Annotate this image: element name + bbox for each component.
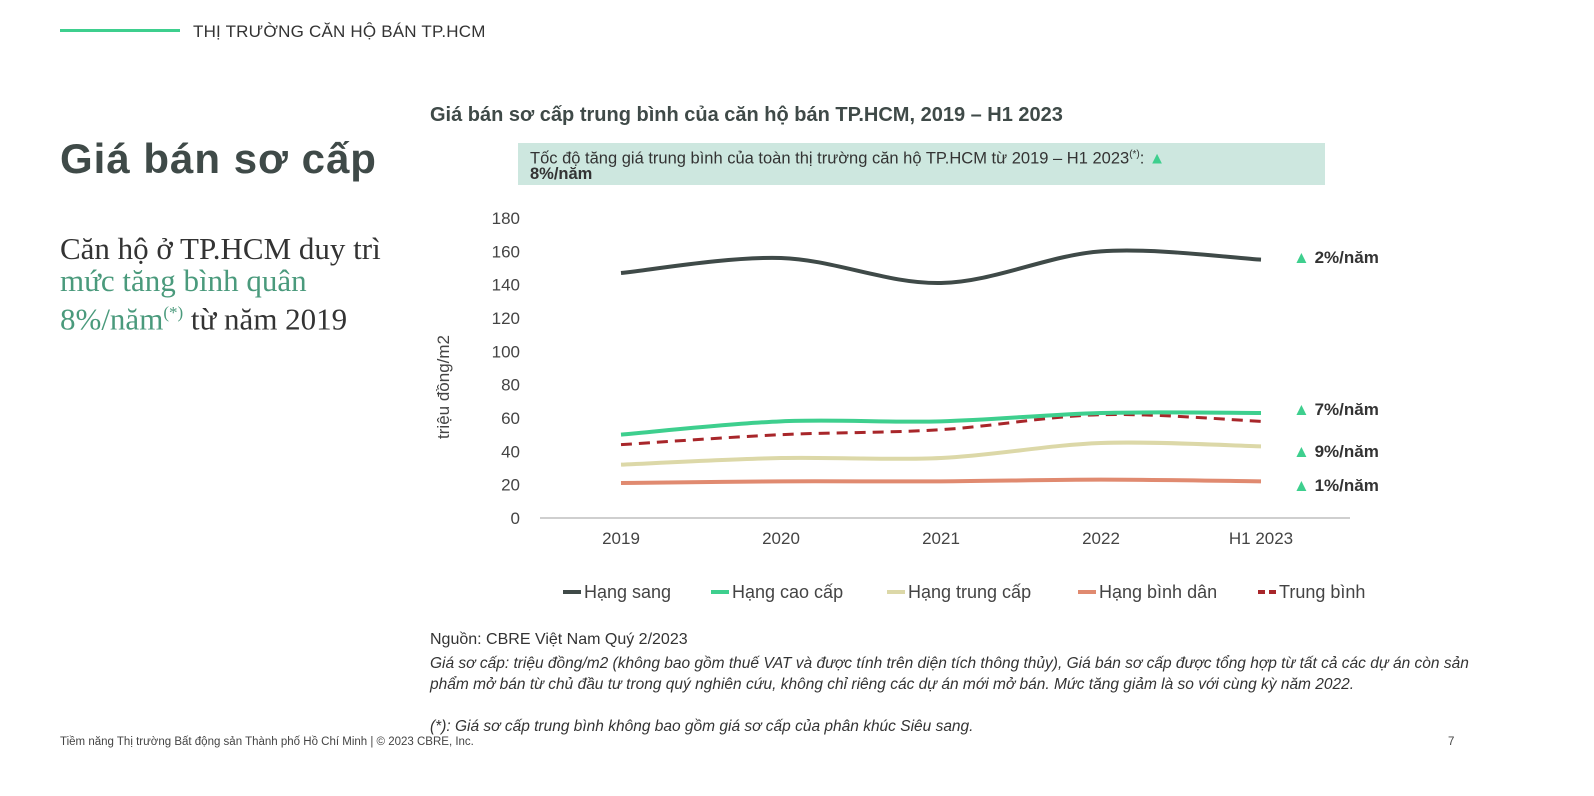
- y-tick-label: 20: [501, 476, 520, 495]
- y-tick-label: 100: [492, 342, 520, 361]
- growth-label: ▲ 7%/năm: [1293, 400, 1379, 419]
- banner-value: 8%/năm: [530, 165, 593, 183]
- y-tick-label: 120: [492, 309, 520, 328]
- lead-tail: từ năm 2019: [183, 301, 348, 337]
- y-axis-label: triệu đồng/m2: [434, 335, 453, 439]
- x-tick-label: 2021: [922, 529, 960, 548]
- growth-label: ▲ 1%/năm: [1293, 476, 1379, 495]
- lead-highlight: mức tăng bình quân 8%/năm: [60, 263, 307, 337]
- growth-label: ▲ 2%/năm: [1293, 248, 1379, 267]
- page-title: Giá bán sơ cấp: [60, 135, 377, 182]
- legend-label: Hạng sang: [584, 582, 671, 602]
- legend-label: Hạng cao cấp: [732, 582, 843, 602]
- footer-text: Tiềm năng Thị trường Bất động sản Thành …: [60, 736, 474, 748]
- chart-title: Giá bán sơ cấp trung bình của căn hộ bán…: [430, 104, 1063, 126]
- legend-label: Trung bình: [1279, 582, 1365, 602]
- legend-label: Hạng trung cấp: [908, 582, 1031, 602]
- y-tick-label: 40: [501, 442, 520, 461]
- banner-label: Tốc độ tăng giá trung bình của toàn thị …: [530, 149, 1130, 168]
- lead-text: Căn hộ ở TP.HCM duy trì mức tăng bình qu…: [60, 233, 420, 335]
- x-tick-label: 2022: [1082, 529, 1120, 548]
- methodology-note: Giá sơ cấp: triệu đồng/m2 (không bao gồm…: [430, 655, 1469, 693]
- banner-text: Tốc độ tăng giá trung bình của toàn thị …: [530, 146, 1165, 168]
- lead-line: Căn hộ ở TP.HCM duy trì: [60, 231, 381, 266]
- y-tick-label: 160: [492, 242, 520, 261]
- series-line: [620, 440, 1262, 467]
- banner-sup: (*): [1129, 149, 1140, 160]
- source-text: Nguồn: CBRE Việt Nam Quý 2/2023: [430, 631, 688, 648]
- growth-label: ▲ 9%/năm: [1293, 442, 1379, 461]
- up-arrow-icon: ▲: [1148, 149, 1166, 168]
- section-label: THỊ TRƯỜNG CĂN HỘ BÁN TP.HCM: [193, 22, 486, 41]
- footnote: (*): Giá sơ cấp trung bình không bao gồm…: [430, 718, 974, 735]
- y-tick-label: 180: [492, 209, 520, 228]
- series-line: [620, 248, 1262, 286]
- y-tick-label: 140: [492, 276, 520, 295]
- banner-colon: :: [1139, 149, 1149, 168]
- legend-label: Hạng bình dân: [1099, 582, 1217, 602]
- page-number: 7: [1448, 736, 1455, 748]
- y-tick-label: 80: [501, 376, 520, 395]
- growth-banner: Tốc độ tăng giá trung bình của toàn thị …: [518, 143, 1325, 185]
- x-tick-label: 2019: [602, 529, 640, 548]
- y-tick-label: 0: [511, 509, 520, 528]
- lead-sup: (*): [163, 303, 184, 322]
- x-tick-label: H1 2023: [1229, 529, 1293, 548]
- line-chart: 0 20 40 60 80 100 120 140 160 180 2019 2020 2021 2022…: [434, 209, 1379, 602]
- x-tick-label: 2020: [762, 529, 800, 548]
- header-accent-line: [60, 29, 180, 32]
- y-tick-label: 60: [501, 409, 520, 428]
